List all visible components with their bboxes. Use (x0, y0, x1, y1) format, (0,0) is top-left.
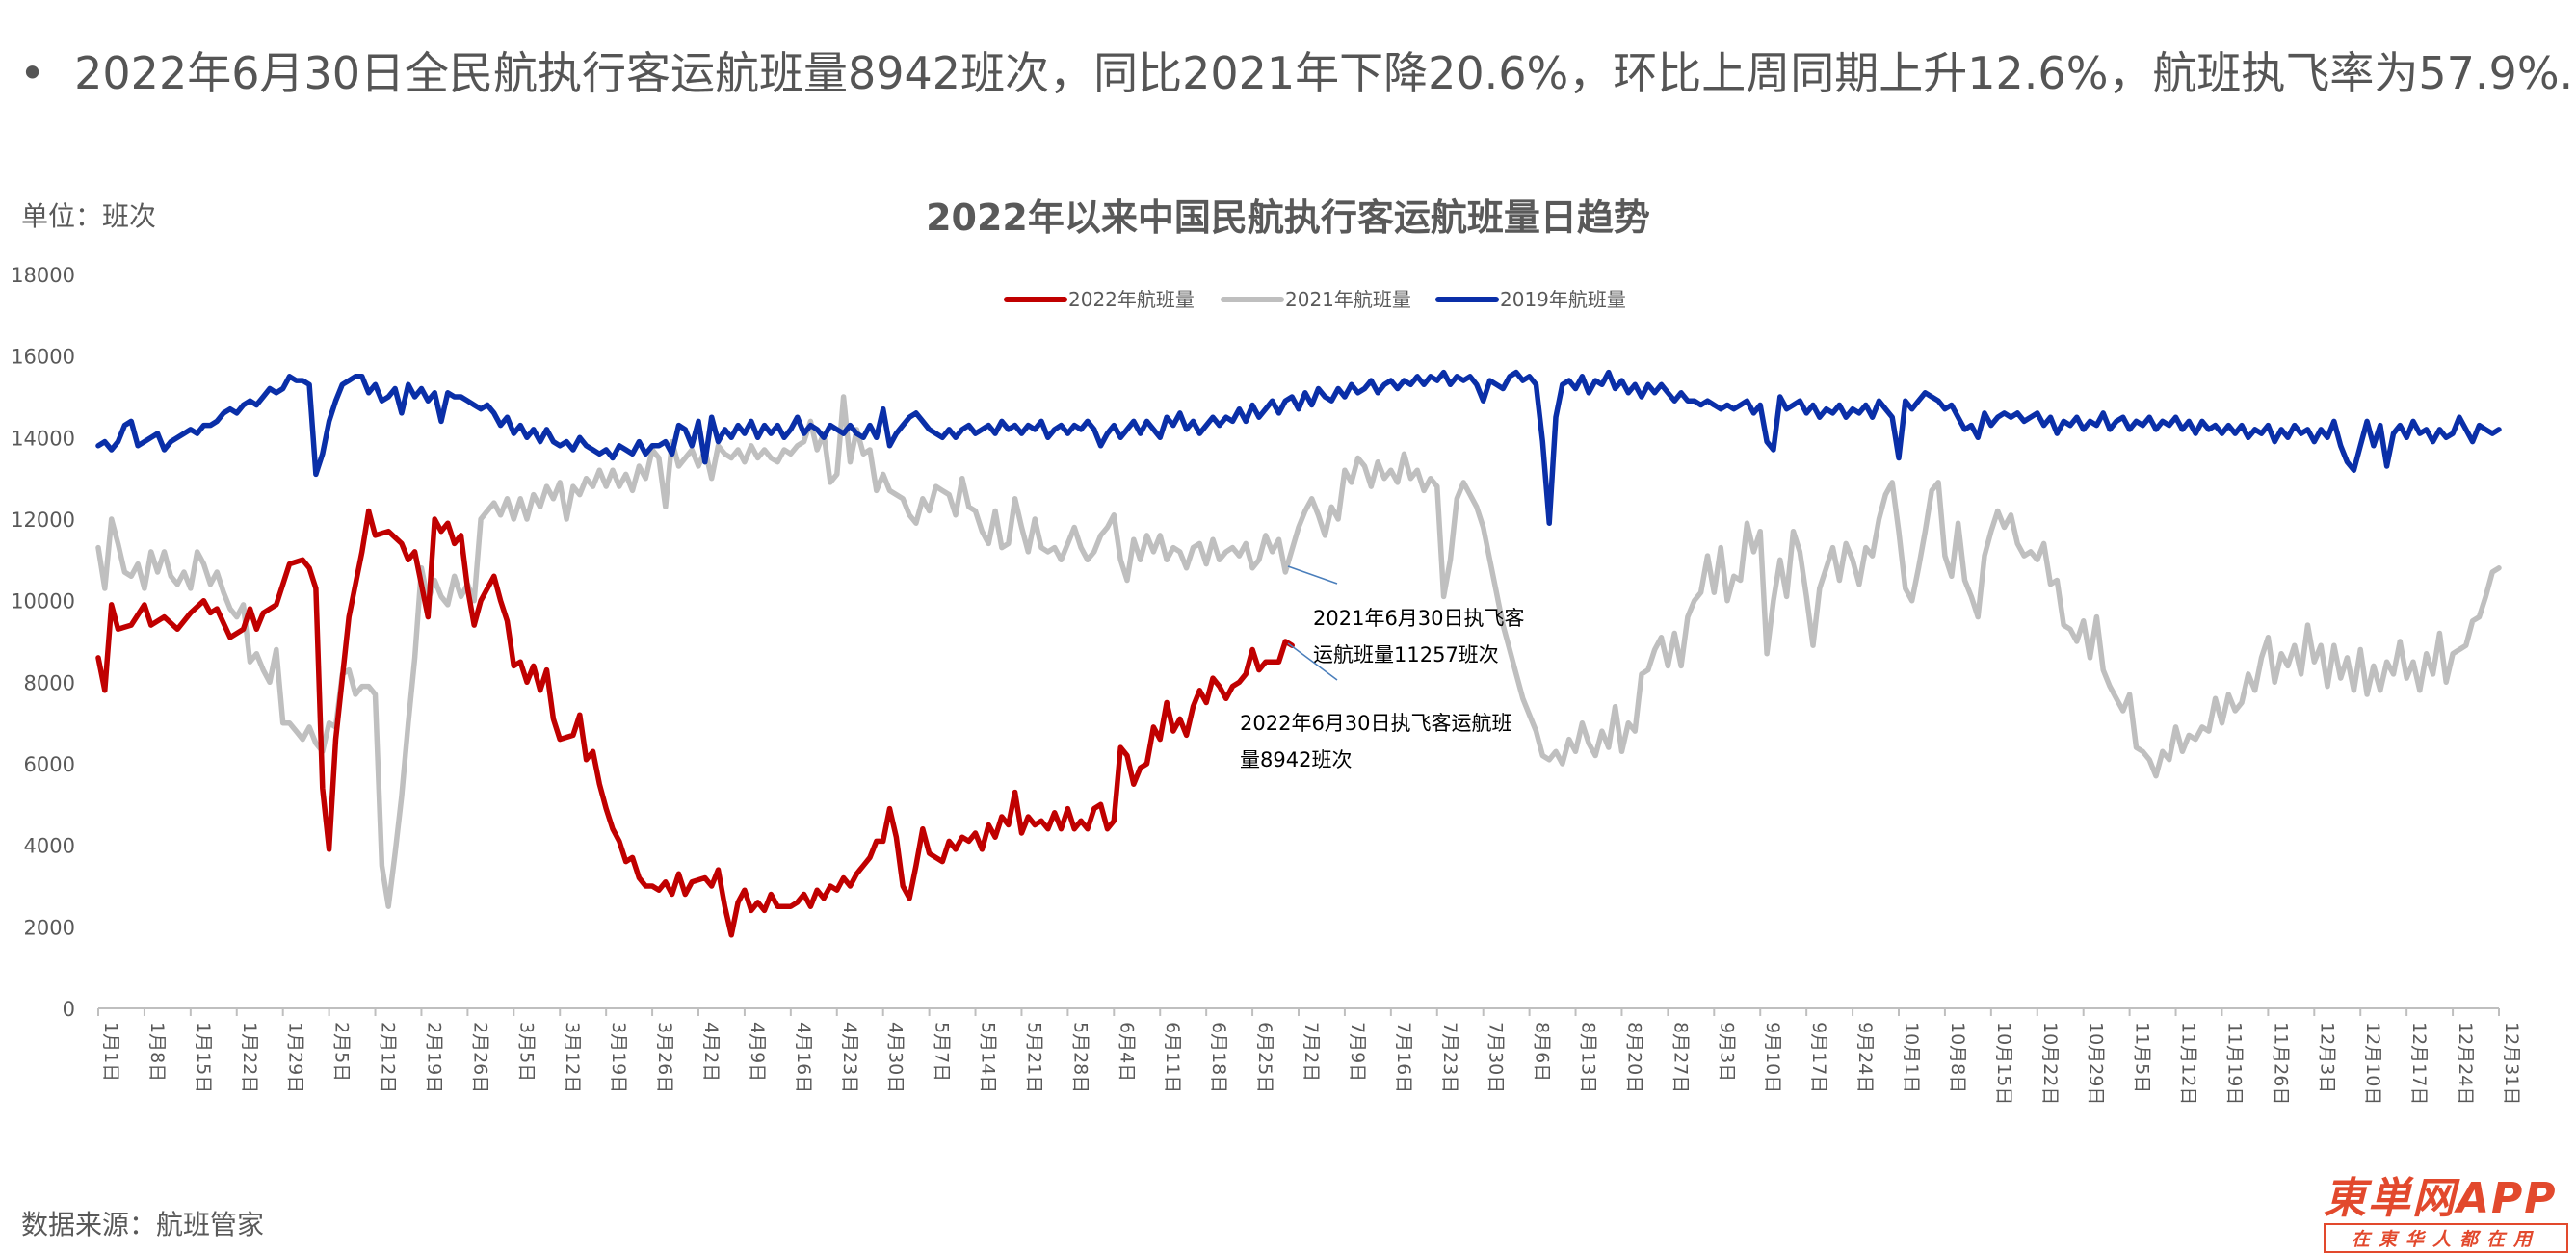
watermark-logo: 東単网APP 在東华人都在用 (2324, 1163, 2570, 1253)
annotation-text: 运航班量11257班次 (1313, 643, 1499, 666)
x-tick-label: 12月31日 (2501, 1022, 2522, 1105)
x-tick-label: 8月20日 (1623, 1022, 1644, 1093)
unit-label: 单位：班次 (21, 200, 157, 232)
x-tick-label: 6月25日 (1254, 1022, 1275, 1093)
x-tick-label: 1月22日 (239, 1022, 260, 1093)
x-tick-label: 7月9日 (1347, 1022, 1368, 1082)
x-tick-label: 12月24日 (2455, 1022, 2476, 1105)
y-tick-label: 10000 (11, 590, 75, 613)
y-tick-label: 0 (63, 998, 75, 1021)
x-tick-label: 6月4日 (1116, 1022, 1137, 1082)
x-tick-label: 9月24日 (1854, 1022, 1876, 1093)
headline-text: 2022年6月30日全民航执行客运航班量8942班次，同比2021年下降20.6… (74, 47, 2574, 99)
y-tick-label: 2000 (24, 916, 75, 939)
x-tick-label: 4月30日 (885, 1022, 907, 1093)
x-tick-label: 8月6日 (1532, 1022, 1553, 1082)
x-tick-label: 9月3日 (1716, 1022, 1737, 1082)
source-label: 数据来源：航班管家 (21, 1209, 265, 1240)
annotation-leader-line (1287, 642, 1338, 681)
y-tick-label: 16000 (11, 346, 75, 369)
x-tick-label: 5月21日 (1023, 1022, 1044, 1093)
y-tick-label: 18000 (11, 264, 75, 287)
legend-label: 2019年航班量 (1500, 288, 1626, 311)
x-tick-label: 6月11日 (1162, 1022, 1183, 1093)
legend-label: 2021年航班量 (1285, 288, 1411, 311)
headline: • 2022年6月30日全民航执行客运航班量8942班次，同比2021年下降20.… (19, 39, 2573, 102)
y-tick-label: 6000 (24, 753, 75, 776)
x-tick-label: 2月12日 (378, 1022, 399, 1093)
series-line (95, 508, 1295, 938)
x-tick-label: 2月26日 (469, 1022, 490, 1093)
x-tick-label: 5月7日 (932, 1022, 953, 1082)
x-tick-label: 8月27日 (1669, 1022, 1691, 1093)
x-tick-label: 9月10日 (1762, 1022, 1783, 1093)
y-tick-label: 4000 (24, 835, 75, 858)
x-tick-label: 12月17日 (2408, 1022, 2430, 1105)
y-tick-label: 8000 (24, 671, 75, 694)
x-tick-label: 3月5日 (515, 1022, 537, 1082)
logo-main-text: 東単网APP (2324, 1174, 2558, 1223)
x-tick-label: 7月30日 (1485, 1022, 1507, 1093)
x-tick-label: 2月5日 (331, 1022, 353, 1082)
x-tick-label: 7月2日 (1301, 1022, 1322, 1082)
x-tick-label: 5月28日 (1069, 1022, 1091, 1093)
annotation-text: 量8942班次 (1240, 748, 1352, 771)
x-tick-label: 1月8日 (146, 1022, 168, 1082)
annotation-leader-line (1287, 565, 1338, 585)
x-tick-label: 6月18日 (1208, 1022, 1229, 1093)
x-tick-label: 1月29日 (285, 1022, 306, 1093)
x-tick-label: 11月5日 (2132, 1022, 2153, 1093)
annotation-text: 2022年6月30日执飞客运航班 (1240, 712, 1512, 735)
x-tick-label: 11月19日 (2223, 1022, 2245, 1105)
x-tick-label: 4月16日 (793, 1022, 814, 1093)
x-tick-label: 10月22日 (2039, 1022, 2061, 1105)
x-tick-label: 10月8日 (1947, 1022, 1968, 1093)
x-tick-label: 3月19日 (608, 1022, 629, 1093)
x-tick-label: 8月13日 (1578, 1022, 1599, 1093)
y-tick-label: 14000 (11, 427, 75, 450)
x-tick-label: 11月26日 (2270, 1022, 2291, 1105)
x-tick-label: 12月10日 (2362, 1022, 2383, 1105)
x-tick-label: 2月19日 (423, 1022, 444, 1093)
x-tick-label: 1月1日 (100, 1022, 121, 1082)
x-tick-label: 7月16日 (1393, 1022, 1414, 1093)
legend-label: 2022年航班量 (1068, 288, 1195, 311)
x-tick-label: 10月1日 (1901, 1022, 1922, 1093)
x-tick-label: 1月15日 (193, 1022, 214, 1093)
bullet-icon: • (19, 47, 46, 99)
series-line (95, 394, 2502, 909)
logo-sub-text: 在東华人都在用 (2324, 1223, 2568, 1253)
x-tick-label: 10月29日 (2086, 1022, 2107, 1105)
series-line (95, 369, 2502, 526)
x-tick-label: 9月17日 (1808, 1022, 1829, 1093)
chart-title: 2022年以来中国民航执行客运航班量日趋势 (926, 196, 1650, 239)
x-tick-label: 4月9日 (747, 1022, 768, 1082)
x-tick-label: 7月23日 (1439, 1022, 1460, 1093)
x-tick-label: 10月15日 (1993, 1022, 2014, 1105)
x-tick-label: 3月12日 (562, 1022, 583, 1093)
x-tick-label: 5月14日 (978, 1022, 999, 1093)
x-tick-label: 4月2日 (700, 1022, 722, 1082)
y-tick-label: 12000 (11, 509, 75, 532)
x-tick-label: 11月12日 (2178, 1022, 2199, 1105)
annotation-text: 2021年6月30日执飞客 (1313, 607, 1525, 630)
x-tick-label: 12月3日 (2316, 1022, 2337, 1093)
x-tick-label: 3月26日 (654, 1022, 675, 1093)
x-tick-label: 4月23日 (839, 1022, 860, 1093)
